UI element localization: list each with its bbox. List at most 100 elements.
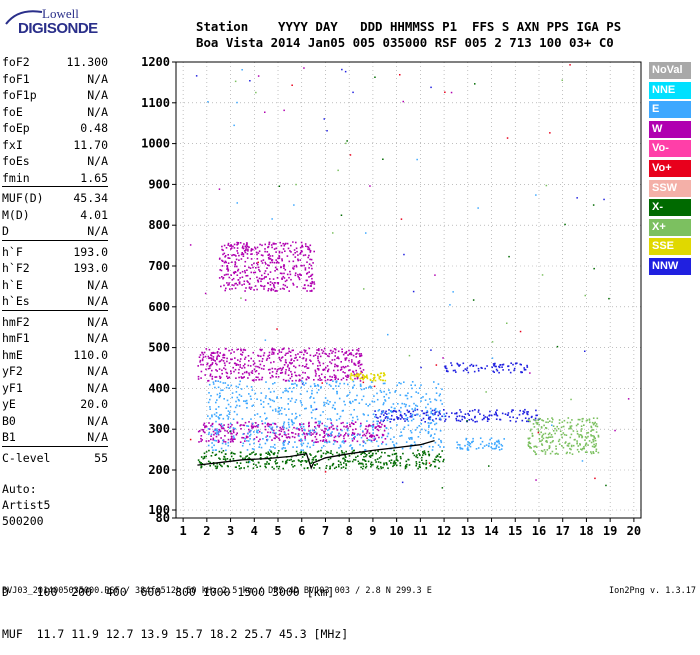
echo-point: [490, 414, 493, 417]
echo-point: [437, 455, 439, 458]
echo-point: [242, 349, 245, 351]
echo-point: [291, 362, 293, 364]
echo-point: [324, 352, 326, 355]
echo-point: [372, 452, 374, 455]
echo-point: [230, 435, 233, 438]
echo-point: [268, 398, 271, 400]
echo-point: [304, 269, 307, 271]
echo-point: [344, 372, 346, 374]
echo-point: [322, 368, 324, 371]
echo-point: [542, 437, 545, 440]
echo-point: [292, 446, 294, 448]
legend-item: SSE: [649, 238, 691, 256]
echo-point: [455, 412, 458, 415]
echo-point: [316, 432, 318, 435]
echo-point: [272, 422, 274, 425]
echo-point: [548, 432, 551, 434]
echo-point: [246, 425, 248, 427]
echo-point: [294, 433, 297, 435]
echo-point: [330, 435, 332, 437]
echo-point: [352, 423, 354, 425]
echo-point: [584, 436, 587, 438]
echo-point: [520, 363, 522, 366]
echo-point: [214, 386, 216, 389]
echo-point: [566, 444, 569, 447]
echo-point: [325, 402, 328, 404]
echo-point: [310, 404, 312, 407]
echo-point: [211, 369, 213, 372]
echo-point: [397, 459, 399, 462]
echo-point: [324, 397, 327, 399]
echo-point: [361, 398, 363, 401]
noise-point: [236, 202, 238, 204]
echo-point: [307, 284, 309, 287]
echo-point: [283, 408, 286, 410]
echo-point: [585, 437, 588, 439]
echo-point: [369, 385, 371, 388]
echo-point: [290, 244, 292, 247]
echo-point: [215, 420, 217, 423]
echo-point: [203, 422, 206, 425]
echo-point: [353, 437, 355, 439]
echo-point: [216, 358, 218, 361]
echo-point: [299, 461, 302, 463]
echo-point: [206, 363, 208, 366]
echo-point: [254, 248, 257, 250]
echo-point: [278, 439, 281, 441]
echo-point: [299, 414, 301, 417]
echo-point: [434, 413, 436, 416]
echo-point: [404, 467, 407, 470]
echo-point: [314, 464, 317, 466]
echo-point: [247, 281, 249, 283]
echo-point: [587, 444, 589, 446]
echo-point: [366, 437, 368, 439]
echo-point: [355, 374, 357, 376]
echo-point: [300, 264, 302, 267]
echo-point: [219, 381, 222, 383]
echo-point: [372, 432, 374, 434]
echo-point: [325, 465, 328, 467]
param-name: M(D): [2, 207, 30, 222]
echo-point: [328, 353, 331, 355]
echo-point: [333, 369, 335, 372]
echo-point: [452, 369, 455, 372]
echo-point: [393, 453, 396, 455]
echo-point: [431, 409, 434, 412]
echo-point: [295, 379, 297, 382]
echo-point: [317, 420, 320, 423]
echo-point: [380, 372, 383, 374]
echo-point: [248, 393, 250, 395]
echo-point: [477, 367, 480, 370]
echo-point: [277, 282, 280, 284]
echo-point: [283, 347, 285, 350]
echo-point: [423, 450, 426, 452]
echo-point: [428, 445, 431, 448]
header-labels: Station YYYY DAY DDD HHMMSS P1 FFS S AXN…: [196, 19, 622, 34]
muf-row: MUF 11.7 11.9 12.7 13.9 15.7 18.2 25.7 4…: [2, 627, 349, 641]
echo-point: [336, 357, 338, 359]
echo-point: [498, 446, 500, 448]
echo-point: [585, 443, 587, 446]
echo-point: [299, 400, 302, 402]
echo-point: [539, 418, 541, 420]
echo-point: [385, 416, 387, 418]
echo-point: [595, 450, 597, 452]
echo-point: [411, 436, 413, 439]
echo-point: [522, 413, 524, 415]
echo-point: [576, 433, 579, 435]
echo-point: [545, 427, 547, 429]
echo-point: [332, 428, 335, 430]
echo-point: [230, 352, 232, 354]
echo-point: [311, 389, 313, 392]
echo-point: [303, 432, 305, 434]
param-row: MUF(D) 45.34: [2, 191, 108, 208]
echo-point: [595, 448, 598, 451]
echo-point: [222, 277, 224, 280]
echo-point: [218, 348, 220, 350]
echo-point: [416, 405, 419, 407]
echo-point: [376, 434, 379, 437]
echo-point: [224, 289, 226, 292]
echo-point: [491, 366, 493, 369]
echo-point: [405, 441, 408, 443]
echo-point: [527, 420, 530, 423]
